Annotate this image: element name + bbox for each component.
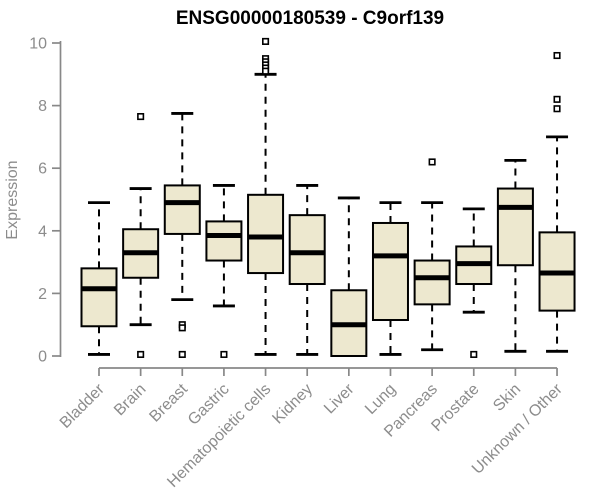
iqr-box [247,193,285,275]
iqr-box [413,259,451,306]
y-tick-label: 4 [38,223,47,240]
outlier-point [178,324,186,332]
box-prostate [455,207,493,358]
box-pancreas [413,158,451,352]
y-tick-label: 8 [38,98,47,115]
y-tick-label: 2 [38,286,47,303]
iqr-box [496,187,534,267]
x-tick-label: Liver [321,380,358,417]
y-tick-label: 10 [29,36,47,53]
box-brain [122,113,160,358]
outlier-point [178,350,186,358]
box-unknown-other [538,51,576,353]
iqr-box [163,184,201,235]
outlier-point [553,95,561,103]
chart-title: ENSG00000180539 - C9orf139 [175,8,445,29]
iqr-box [288,214,326,286]
y-tick-label: 6 [38,161,47,178]
x-tick-label: Brain [111,381,149,419]
outlier-point [428,158,436,166]
box-hematopoietic-cells [247,37,285,356]
outlier-point [553,51,561,60]
box-breast [163,112,201,358]
outlier-point [470,350,478,358]
outlier-point [262,37,270,45]
outlier-point [137,113,145,121]
box-gastric [205,184,243,358]
x-tick-label: Breast [146,380,191,425]
box-liver [330,196,368,357]
box-lung [371,201,409,356]
outlier-point [137,350,145,358]
iqr-box [80,267,118,328]
iqr-box [205,220,243,262]
box-kidney [288,184,326,356]
outlier-point [553,105,561,113]
outlier-point [220,350,228,358]
box-skin [496,158,534,353]
y-tick-label: 0 [38,349,47,366]
x-tick-label: Kidney [269,381,316,428]
iqr-box [371,221,409,322]
x-tick-label: Bladder [57,380,108,431]
x-tick-label: Skin [490,381,524,415]
box-bladder [80,201,118,356]
x-tick-label: Lung [362,381,399,418]
outlier-point [262,67,270,75]
